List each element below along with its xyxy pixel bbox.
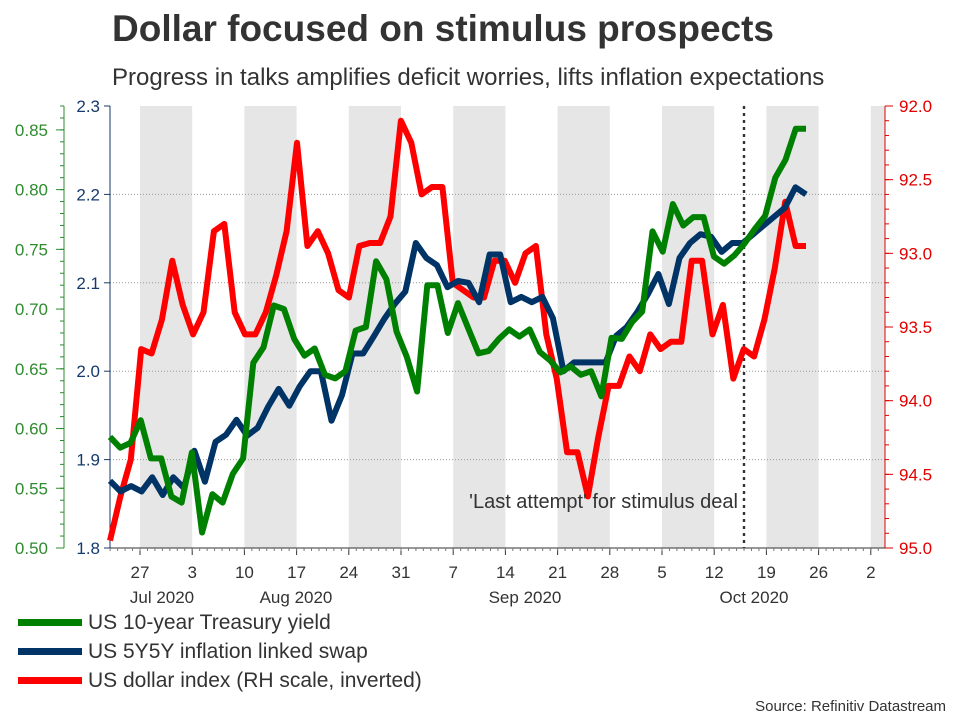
x-tick-label: 26: [809, 563, 828, 582]
week-shading-bands: [140, 106, 885, 548]
week-band: [766, 106, 819, 548]
middle-tick-label: 2.2: [76, 185, 100, 204]
series-line-10y-yield: [107, 125, 806, 536]
legend-item-10y: US 10-year Treasury yield: [18, 608, 422, 637]
middle-tick-label: 1.9: [76, 451, 100, 470]
left-tick-label: 0.50: [15, 539, 48, 558]
legend-item-5y5y: US 5Y5Y inflation linked swap: [18, 637, 422, 666]
legend-label-10y: US 10-year Treasury yield: [88, 610, 331, 634]
right-tick-label: 94.0: [899, 392, 932, 411]
middle-tick-label: 2.1: [76, 274, 100, 293]
legend-label-dxy: US dollar index (RH scale, inverted): [88, 668, 422, 692]
chart-title: Dollar focused on stimulus prospects: [112, 8, 775, 49]
x-tick-label: 5: [657, 563, 666, 582]
month-label: Sep 2020: [489, 588, 562, 607]
month-label: Jul 2020: [130, 588, 194, 607]
x-tick-label: 24: [339, 563, 358, 582]
x-axis-ticks: 27 3 10 17 24 31 7 14 21 28 5 12 19 26 2: [109, 548, 879, 582]
month-label: Oct 2020: [720, 588, 789, 607]
x-tick-label: 7: [448, 563, 457, 582]
middle-tick-label: 2.3: [76, 97, 100, 116]
legend-label-5y5y: US 5Y5Y inflation linked swap: [88, 639, 368, 663]
x-tick-label: 2: [866, 563, 875, 582]
left-tick-label: 0.60: [15, 420, 48, 439]
legend-swatch-10y: [18, 619, 82, 626]
x-axis-month-labels: Jul 2020 Aug 2020 Sep 2020 Oct 2020: [130, 588, 789, 607]
source-note: Source: Refinitiv Datastream: [755, 698, 946, 715]
x-tick-label: 14: [496, 563, 515, 582]
x-tick-label: 10: [235, 563, 254, 582]
middle-tick-label: 1.8: [76, 539, 100, 558]
right-axis-ticks: 92.0 92.5 93.0 93.5 94.0 94.5 95.0: [885, 97, 932, 558]
left-tick-label: 0.55: [15, 479, 48, 498]
week-band: [870, 106, 885, 548]
series-lines: [107, 117, 808, 542]
legend: US 10-year Treasury yield US 5Y5Y inflat…: [18, 608, 422, 695]
middle-tick-label: 2.0: [76, 362, 100, 381]
series-line-dollar-index: [107, 117, 806, 542]
week-band: [662, 106, 715, 548]
right-tick-label: 94.5: [899, 465, 932, 484]
legend-swatch-5y5y: [18, 648, 82, 655]
x-tick-label: 21: [548, 563, 567, 582]
middle-axis-ticks: 1.8 1.9 2.0 2.1 2.2 2.3: [76, 97, 110, 558]
x-tick-label: 19: [757, 563, 776, 582]
x-tick-label: 3: [187, 563, 196, 582]
left-tick-label: 0.75: [15, 240, 48, 259]
right-tick-label: 92.0: [899, 97, 932, 116]
x-tick-label: 31: [392, 563, 411, 582]
month-label: Aug 2020: [260, 588, 333, 607]
x-tick-label: 17: [287, 563, 306, 582]
chart-subtitle: Progress in talks amplifies deficit worr…: [112, 64, 825, 91]
right-tick-label: 95.0: [899, 539, 932, 558]
left-axis-ticks: 0.50 0.55 0.60 0.65 0.70 0.75 0.80 0.85: [15, 105, 64, 558]
legend-item-dxy: US dollar index (RH scale, inverted): [18, 666, 422, 695]
stimulus-annotation: 'Last attempt' for stimulus deal: [469, 491, 738, 513]
right-tick-label: 93.5: [899, 318, 932, 337]
left-tick-label: 0.80: [15, 181, 48, 200]
legend-swatch-dxy: [18, 677, 82, 684]
left-tick-label: 0.85: [15, 121, 48, 140]
left-tick-label: 0.70: [15, 300, 48, 319]
right-tick-label: 93.0: [899, 244, 932, 263]
x-tick-label: 27: [131, 563, 150, 582]
right-tick-label: 92.5: [899, 171, 932, 190]
x-tick-label: 28: [600, 563, 619, 582]
series-line-5y5y-swap: [107, 184, 808, 498]
week-band: [453, 106, 506, 548]
left-tick-label: 0.65: [15, 360, 48, 379]
x-tick-label: 12: [705, 563, 724, 582]
